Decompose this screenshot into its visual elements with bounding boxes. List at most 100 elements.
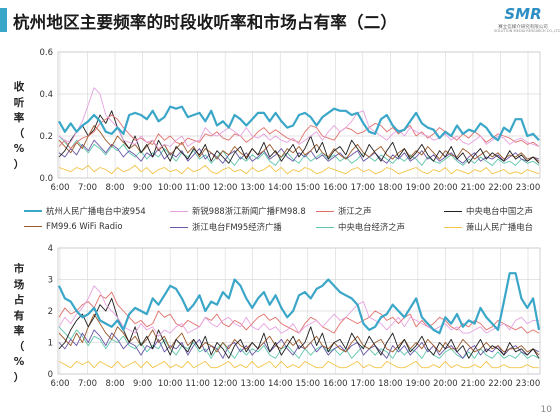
ylabel-char: % — [13, 356, 25, 368]
legend-item: 中央电台中国之声 — [444, 205, 533, 217]
chart-2-ylabel: 市场占有率 （% ） — [12, 262, 26, 386]
x-tick-label: 23:00 — [516, 379, 541, 389]
x-tick-label: 9:00 — [133, 379, 152, 389]
series-line-1 — [58, 105, 540, 142]
legend-label: 中央电台经济之声 — [338, 222, 405, 232]
series-line-2 — [58, 285, 539, 337]
legend-label: 浙江电台FM95经济广播 — [192, 222, 282, 232]
y-tick-label: 2 — [48, 307, 53, 317]
logo-subtitle-en: SOLUTION MEDIA RESEARCH CO.,LTD. — [494, 29, 560, 33]
y-tick-label: 4 — [48, 244, 53, 254]
x-tick-label: 12:00 — [213, 183, 238, 193]
x-tick-label: 18:00 — [378, 183, 403, 193]
legend-item: 浙江电台FM95经济广播 — [170, 221, 282, 233]
legend-swatch — [24, 225, 42, 227]
legend-label: 浙江之声 — [338, 206, 372, 216]
legend-item: 新锐988浙江新闻广播FM98.8 — [170, 205, 306, 217]
x-tick-label: 6:00 — [50, 183, 69, 193]
x-tick-label: 18:00 — [378, 379, 403, 389]
x-tick-label: 19:00 — [406, 183, 431, 193]
ylabel-char: 率 — [13, 112, 25, 124]
ylabel-char: 率 — [13, 325, 25, 337]
x-tick-label: 7:00 — [78, 183, 97, 193]
ylabel-char: % — [13, 143, 25, 155]
x-tick-label: 12:00 — [213, 379, 238, 389]
series-line-6 — [58, 329, 540, 359]
legend-label: FM99.6 WiFi Radio — [46, 221, 123, 231]
x-tick-label: 13:00 — [240, 183, 265, 193]
x-tick-label: 8:00 — [106, 183, 125, 193]
y-tick-label: 1 — [48, 339, 53, 349]
series-line-7 — [58, 326, 540, 359]
legend-item: 浙江之声 — [316, 205, 372, 217]
title-accent-bar — [0, 8, 7, 32]
logo-text: SMR — [504, 5, 542, 23]
series-line-6 — [58, 139, 540, 164]
x-tick-label: 11:00 — [185, 183, 210, 193]
page-number: 10 — [540, 405, 552, 415]
chart-legend: 杭州人民广播电台中波954 新锐988浙江新闻广播FM98.8 浙江之声 中央电台中国… — [24, 205, 544, 237]
x-tick-label: 16:00 — [323, 379, 348, 389]
x-tick-label: 10:00 — [158, 379, 183, 389]
x-tick-label: 22:00 — [488, 183, 513, 193]
ylabel-char: 收 — [13, 81, 25, 93]
ylabel-char: ） — [13, 158, 25, 171]
series-line-7 — [58, 135, 540, 166]
legend-swatch — [316, 210, 334, 212]
ylabel-char: 听 — [13, 96, 25, 109]
y-tick-label: 0.6 — [39, 48, 53, 58]
legend-swatch — [444, 226, 462, 228]
x-tick-label: 17:00 — [351, 379, 376, 389]
x-tick-label: 15:00 — [296, 183, 321, 193]
series-line-4 — [58, 297, 540, 359]
legend-item: 中央电台经济之声 — [316, 221, 405, 233]
y-tick-label: 0.2 — [39, 132, 53, 142]
x-tick-label: 10:00 — [158, 183, 183, 193]
x-tick-label: 20:00 — [433, 379, 458, 389]
legend-item: 杭州人民广播电台中波954 — [24, 205, 146, 217]
ylabel-char: 场 — [13, 278, 25, 291]
x-tick-label: 15:00 — [296, 379, 321, 389]
x-tick-label: 22:00 — [488, 379, 513, 389]
x-tick-label: 13:00 — [240, 379, 265, 389]
series-line-8 — [58, 164, 540, 175]
ylabel-char: （ — [13, 127, 25, 140]
legend-swatch — [170, 226, 188, 228]
legend-label: 中央电台中国之声 — [466, 206, 533, 216]
legend-label: 杭州人民广播电台中波954 — [46, 206, 146, 216]
x-tick-label: 20:00 — [433, 183, 458, 193]
x-tick-label: 19:00 — [406, 379, 431, 389]
chart-2: 0 1 2 3 4 6:00 7:00 8:00 9:00 10:00 11:00 12:00 13:0… — [48, 244, 541, 389]
chart-1-ylabel: 收听率 （% ） — [12, 80, 26, 173]
x-tick-label: 6:00 — [50, 379, 69, 389]
series-line-2 — [58, 87, 540, 150]
page-title: 杭州地区主要频率的时段收听率和市场占有率（二） — [13, 13, 398, 32]
x-tick-label: 23:00 — [516, 183, 541, 193]
x-tick-label: 8:00 — [106, 379, 125, 389]
legend-swatch — [444, 210, 462, 212]
x-tick-label: 21:00 — [461, 183, 486, 193]
y-tick-label: 0.4 — [39, 90, 53, 100]
ylabel-char: ） — [13, 371, 25, 384]
x-tick-label: 14:00 — [268, 379, 293, 389]
x-tick-label: 11:00 — [185, 379, 210, 389]
x-tick-label: 14:00 — [268, 183, 293, 193]
series-line-1 — [58, 272, 541, 335]
series-line-5 — [58, 313, 540, 356]
chart-1: 0.0 0.2 0.4 0.6 6:00 7:00 8:00 9:00 10:00 11:00 12… — [39, 48, 541, 193]
ylabel-char: （ — [13, 340, 25, 353]
x-tick-label: 7:00 — [78, 379, 97, 389]
legend-swatch — [316, 226, 334, 228]
y-tick-label: 0 — [48, 370, 53, 380]
logo-subtitle: 赛立信媒介研究有限公司 — [498, 25, 548, 30]
legend-swatch — [170, 210, 188, 212]
company-logo: SMR 赛立信媒介研究有限公司 SOLUTION MEDIA RESEARCH … — [494, 4, 560, 34]
ylabel-char: 市 — [13, 263, 25, 275]
x-tick-label: 16:00 — [323, 183, 348, 193]
legend-item: FM99.6 WiFi Radio — [24, 221, 123, 231]
series-line-5 — [58, 125, 540, 162]
y-tick-label: 0.0 — [39, 174, 53, 184]
series-line-8 — [58, 360, 539, 369]
legend-item: 萧山人民广播电台 — [444, 221, 533, 233]
